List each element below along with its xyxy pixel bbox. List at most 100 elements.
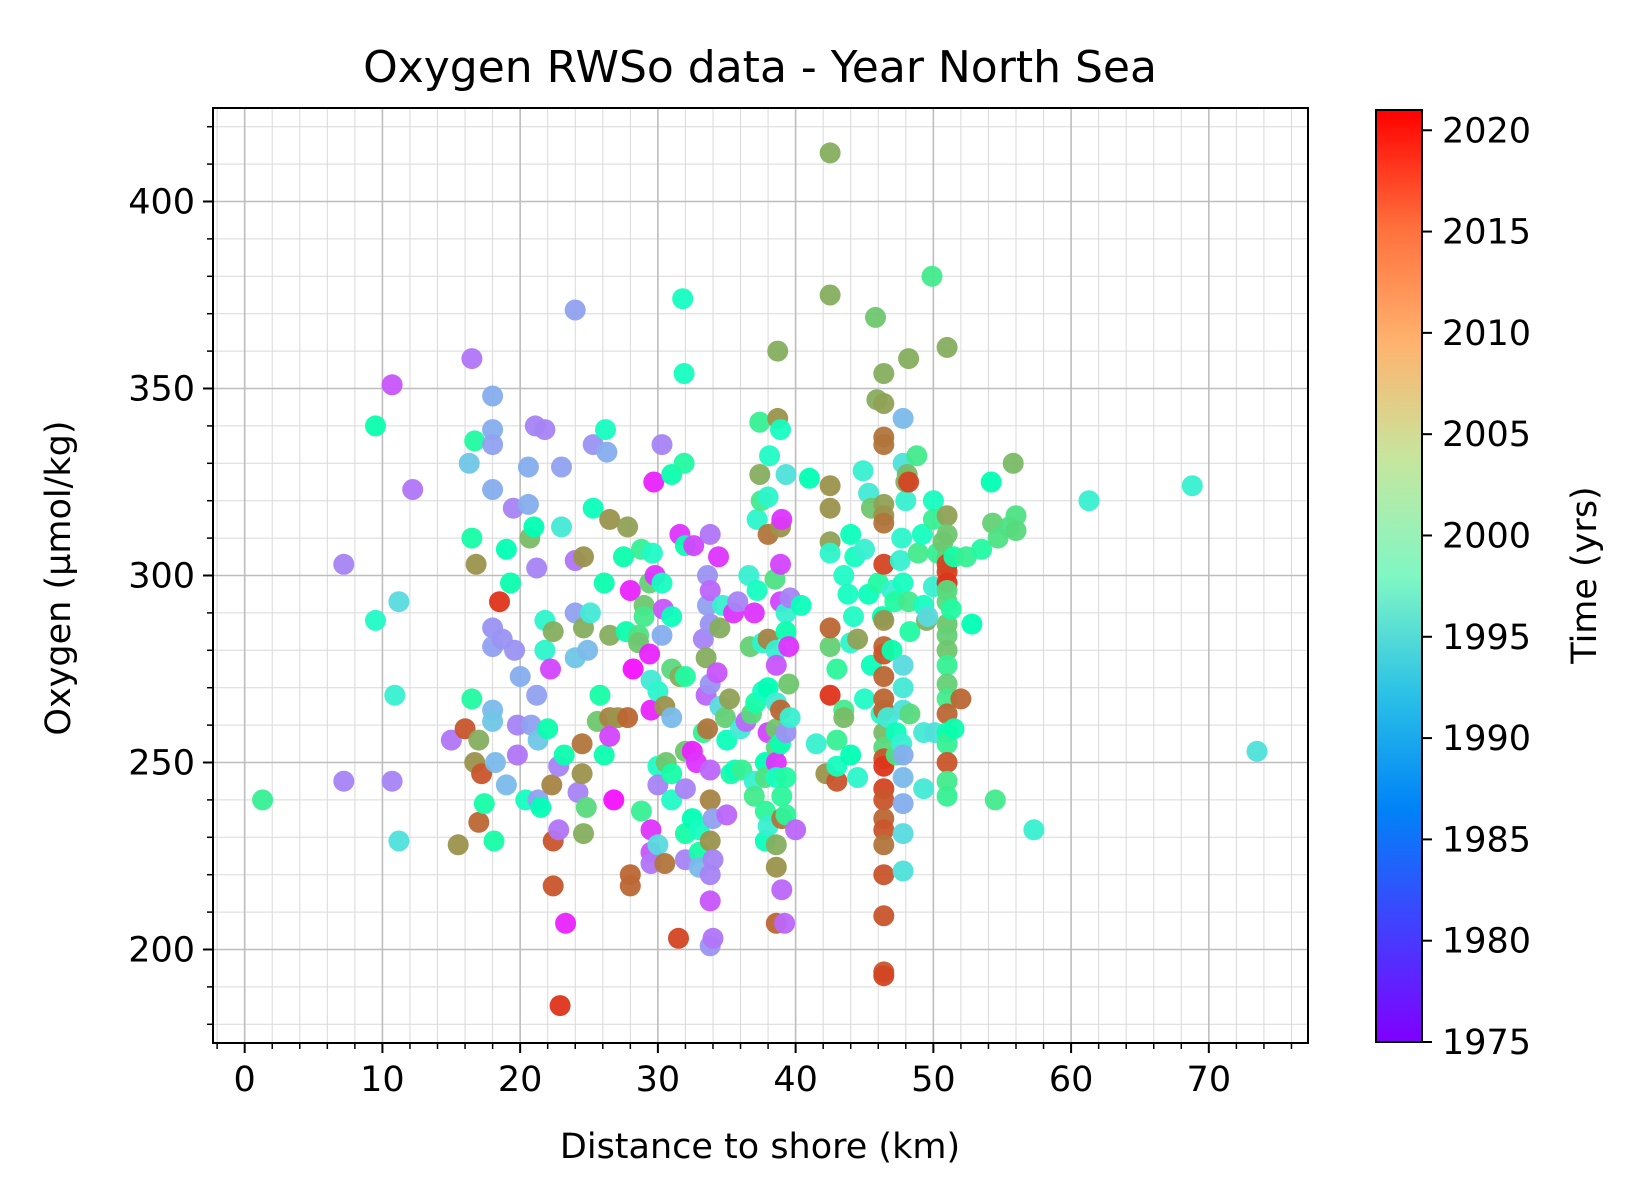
- data-point: [892, 823, 914, 845]
- data-point: [683, 535, 705, 557]
- data-point: [819, 542, 841, 564]
- data-point: [1246, 740, 1268, 762]
- colorbar-tick-label: 2000: [1442, 516, 1531, 556]
- data-point: [651, 434, 673, 456]
- colorbar-tick-label: 2015: [1442, 213, 1531, 253]
- x-tick-label: 20: [498, 1060, 543, 1100]
- data-point: [980, 471, 1002, 493]
- data-point: [672, 288, 694, 310]
- data-point: [553, 744, 575, 766]
- data-point: [892, 860, 914, 882]
- y-tick-label: 250: [128, 744, 195, 784]
- data-point: [936, 505, 958, 527]
- data-point: [468, 811, 490, 833]
- data-point: [819, 617, 841, 639]
- data-point: [381, 770, 403, 792]
- data-point: [458, 452, 480, 474]
- data-point: [708, 546, 729, 568]
- data-point: [447, 834, 469, 856]
- data-point: [865, 306, 886, 328]
- data-point: [765, 856, 787, 878]
- y-tick-label: 300: [128, 557, 195, 597]
- data-point: [746, 580, 768, 601]
- data-point: [461, 527, 483, 549]
- data-point: [571, 763, 593, 785]
- data-point: [575, 796, 597, 818]
- data-point: [936, 785, 958, 807]
- data-point: [706, 662, 728, 684]
- data-point: [699, 789, 721, 811]
- data-point: [573, 546, 594, 568]
- data-point: [540, 658, 561, 680]
- y-tick-label: 400: [128, 183, 195, 223]
- data-point: [468, 729, 490, 751]
- data-point: [775, 804, 797, 826]
- data-points: [252, 142, 1268, 1017]
- data-point: [333, 770, 355, 792]
- x-tick-label: 60: [1049, 1060, 1094, 1100]
- data-point: [534, 639, 556, 661]
- data-point: [526, 684, 548, 706]
- data-point: [892, 407, 914, 429]
- data-point: [542, 875, 564, 897]
- data-point: [922, 490, 944, 512]
- data-point: [593, 744, 615, 766]
- data-point: [819, 636, 841, 658]
- data-point: [589, 684, 611, 706]
- data-point: [661, 707, 683, 729]
- data-point: [847, 767, 869, 788]
- data-point: [579, 602, 601, 624]
- data-point: [873, 512, 895, 534]
- data-point: [899, 703, 921, 725]
- data-point: [765, 752, 787, 773]
- data-point: [936, 336, 958, 358]
- data-point: [743, 602, 765, 624]
- data-point: [936, 654, 958, 676]
- data-point: [564, 299, 586, 321]
- data-point: [913, 778, 935, 800]
- data-point: [661, 606, 683, 628]
- data-point: [699, 759, 721, 781]
- data-point: [719, 688, 740, 710]
- data-point: [943, 718, 965, 740]
- data-point: [873, 363, 895, 384]
- data-point: [984, 789, 1006, 811]
- data-point: [541, 774, 563, 796]
- data-point: [483, 830, 505, 852]
- data-point: [402, 479, 424, 500]
- data-point: [892, 744, 914, 766]
- data-point: [517, 456, 539, 478]
- data-point: [639, 643, 661, 665]
- colorbar-label: Time (yrs): [1565, 486, 1605, 664]
- data-point: [898, 471, 920, 493]
- y-axis: 200 250 300 350 400: [128, 125, 213, 1026]
- data-point: [852, 460, 874, 482]
- data-point: [461, 688, 483, 710]
- data-point: [523, 516, 545, 538]
- data-point: [940, 598, 962, 620]
- data-point: [517, 493, 539, 515]
- data-point: [873, 834, 895, 856]
- data-point: [617, 516, 639, 538]
- data-point: [577, 639, 599, 661]
- data-point: [673, 363, 695, 384]
- data-point: [873, 819, 895, 841]
- data-point: [727, 591, 749, 613]
- data-point: [854, 688, 875, 710]
- data-point: [743, 785, 765, 807]
- data-point: [873, 666, 895, 687]
- data-point: [1005, 505, 1027, 527]
- data-point: [1181, 475, 1203, 497]
- data-point: [833, 565, 855, 586]
- x-tick-label: 40: [773, 1060, 818, 1100]
- data-point: [647, 834, 669, 856]
- data-point: [854, 538, 875, 560]
- data-point: [593, 572, 615, 594]
- data-point: [843, 606, 864, 628]
- data-point: [641, 542, 663, 564]
- data-point: [873, 393, 895, 414]
- data-point: [596, 441, 618, 463]
- data-point: [555, 912, 577, 934]
- data-point: [595, 419, 616, 441]
- data-point: [603, 789, 625, 811]
